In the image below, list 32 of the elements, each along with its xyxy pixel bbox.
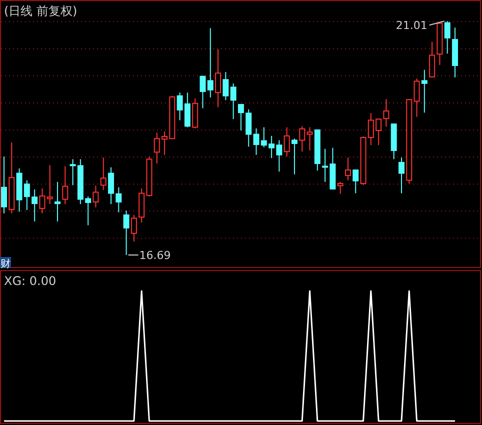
candlestick — [222, 72, 229, 101]
candlestick — [429, 41, 436, 78]
annotation: 21.01 — [396, 19, 428, 32]
candlestick — [421, 69, 428, 114]
candlestick — [207, 28, 214, 98]
candlestick — [284, 126, 290, 157]
candlestick — [299, 126, 306, 152]
candlestick — [100, 157, 106, 191]
annotation: 财 — [0, 258, 10, 270]
candlestick — [123, 210, 130, 256]
candlestick — [230, 82, 236, 120]
candlestick — [344, 157, 351, 181]
candlestick — [54, 181, 61, 222]
candlestick — [130, 214, 137, 242]
candlestick — [337, 181, 344, 194]
chart-title: XG: 0.00 — [4, 274, 56, 288]
candlestick — [306, 126, 313, 152]
chart-title: (日线 前复权) — [4, 4, 78, 18]
annotation: 16.69 — [139, 249, 171, 262]
candlestick — [398, 157, 404, 194]
candlestick — [92, 185, 99, 208]
candlestick — [291, 138, 298, 175]
candlestick — [215, 48, 222, 108]
candlestick — [1, 156, 7, 214]
candlestick — [414, 78, 420, 118]
candlestick — [62, 166, 68, 205]
candlestick — [39, 188, 46, 214]
candlestick — [200, 75, 206, 109]
candlestick — [444, 20, 450, 54]
candlestick — [192, 98, 198, 129]
candlestick — [46, 164, 53, 205]
candlestick — [352, 168, 359, 194]
